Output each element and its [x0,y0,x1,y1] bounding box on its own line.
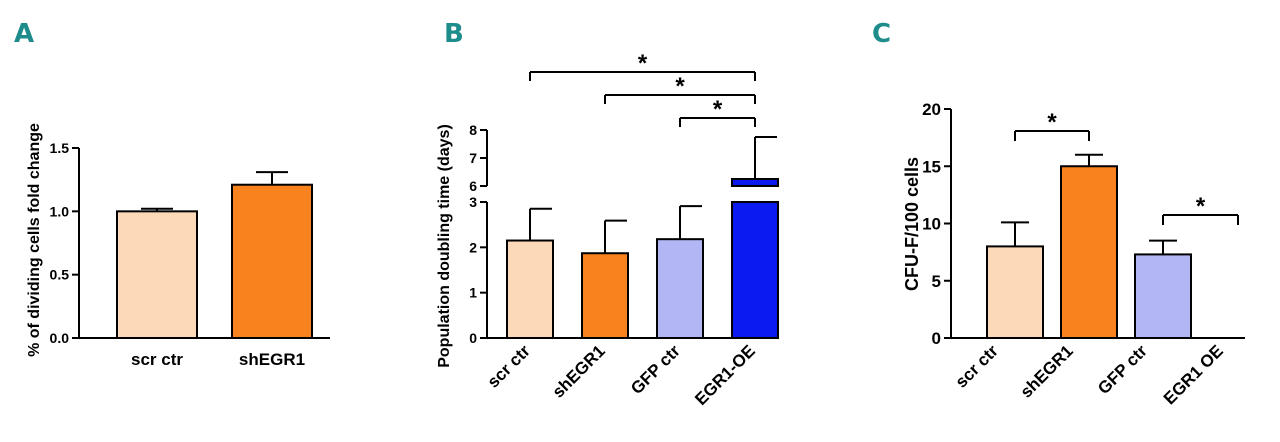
panel-b-bar-2 [656,238,704,340]
panel-c-ytick-label-2: 10 [922,215,941,234]
panel-b: 0 1 2 36 7 8 * * * scr ctr shEGR1 GFP ctr EGR1-… [436,50,779,409]
panel-letter-b: B [444,19,464,49]
panel-c-ytick-label-3: 15 [922,157,941,176]
panel-b-sig-star-2: * [713,96,723,123]
panel-c-xlabel-2: GFP ctr [1094,341,1151,398]
panel-a-ytick-label-3: 1.5 [50,140,70,156]
panel-c: 0 5 10 15 20 * * scr ctr shEGR1 GFP ctr EGR1 … [902,100,1245,408]
panel-a-xlabel-0: scr ctr [131,350,183,369]
panel-b-bar-1 [581,252,629,339]
panel-b-ytick-label-lower-2: 2 [469,239,477,255]
panel-b-xlabel-1: shEGR1 [549,341,609,401]
panel-b-xlabel-0: scr ctr [484,341,534,391]
panel-a-xlabel-1: shEGR1 [239,350,305,369]
panel-a-ytick-label-2: 1.0 [50,203,70,219]
panel-c-bar-1 [1060,165,1118,339]
panel-b-bar-0 [506,239,554,340]
panel-b-bar-3-upper [731,178,779,187]
panel-b-ytick-label-lower-3: 3 [469,194,477,210]
panel-c-bar-0 [986,245,1044,339]
panel-c-xlabel-0: scr ctr [952,341,1002,391]
panel-b-sig-star-0: * [638,50,648,77]
panel-c-bar-2 [1134,253,1192,339]
panel-b-ytick-label-upper-2: 8 [469,122,477,138]
panel-c-ylabel: CFU-F/100 cells [902,157,922,291]
panel-b-ytick-label-upper-1: 7 [469,150,477,166]
panel-b-ytick-label-lower-1: 1 [469,285,477,301]
panel-c-xlabel-3: EGR1 OE [1160,341,1227,408]
panel-c-ytick-label-1: 5 [932,272,941,291]
panel-b-sig-star-1: * [675,73,685,100]
panel-b-ylabel: Population doubling time (days) [436,124,453,368]
panel-a: 0.0 0.5 1.0 1.5 scr ctr shEGR1 % of dividin… [26,123,330,369]
panel-a-ytick-label-1: 0.5 [50,267,70,283]
panel-b-bar-3 [731,201,779,339]
panel-a-bar-0 [116,210,198,339]
panel-a-ylabel: % of dividing cells fold change [26,123,43,357]
panel-a-bar-1 [231,183,313,339]
panel-c-sig-star-1: * [1196,193,1206,220]
panel-c-ytick-label-4: 20 [922,100,941,119]
panel-letter-c: C [872,19,891,49]
panel-b-ytick-label-upper-0: 6 [469,178,477,194]
panel-b-xlabel-3: EGR1-OE [691,341,759,409]
panel-b-xlabel-2: GFP ctr [627,341,684,398]
panel-c-ytick-label-0: 0 [932,329,941,348]
panel-letter-a: A [14,19,34,49]
panel-c-xlabel-1: shEGR1 [1017,341,1077,401]
panel-b-ytick-label-lower-0: 0 [469,330,477,346]
panel-a-ytick-label-0: 0.0 [50,330,70,346]
panel-c-sig-star-0: * [1047,109,1057,136]
